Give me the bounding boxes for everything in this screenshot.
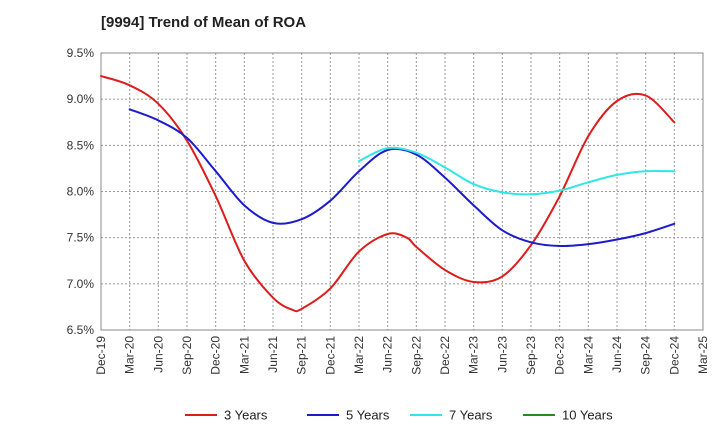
x-tick-label: Jun-21 [266,336,280,373]
x-tick-label: Jun-24 [610,336,624,373]
y-tick-label: 9.5% [67,46,95,60]
y-tick-label: 9.0% [67,92,95,106]
series-line-3-years [100,75,676,313]
legend-label: 3 Years [224,408,268,423]
x-tick-label: Mar-22 [352,336,366,374]
x-tick-label: Sep-23 [524,336,538,375]
legend-label: 5 Years [346,408,390,423]
y-tick-label: 6.5% [67,323,95,337]
x-tick-label: Mar-25 [696,336,710,374]
x-tick-label: Sep-22 [409,336,423,375]
chart-title: [9994] Trend of Mean of ROA [101,14,307,31]
x-tick-label: Mar-24 [581,336,595,374]
legend-label: 10 Years [562,408,613,423]
x-tick-label: Jun-22 [381,336,395,373]
x-tick-label: Sep-24 [639,336,653,375]
x-tick-label: Jun-23 [495,336,509,373]
y-tick-label: 7.5% [67,231,95,245]
x-tick-label: Dec-21 [323,336,337,375]
x-tick-label: Dec-20 [209,336,223,375]
x-tick-label: Dec-24 [667,336,681,375]
x-tick-label: Sep-21 [295,336,309,375]
x-tick-label: Mar-23 [467,336,481,374]
x-tick-label: Jun-20 [151,336,165,373]
y-tick-label: 8.5% [67,138,95,152]
y-tick-label: 8.0% [67,185,95,199]
x-tick-label: Dec-23 [553,336,567,375]
x-tick-label: Mar-21 [237,336,251,374]
plot-area-border [100,52,704,331]
x-tick-label: Mar-20 [123,336,137,374]
y-tick-label: 7.0% [67,277,95,291]
legend-label: 7 Years [449,408,493,423]
x-tick-label: Dec-19 [94,336,108,375]
series-line-7-years [358,146,676,196]
x-tick-label: Dec-22 [438,336,452,375]
x-tick-label: Sep-20 [180,336,194,375]
